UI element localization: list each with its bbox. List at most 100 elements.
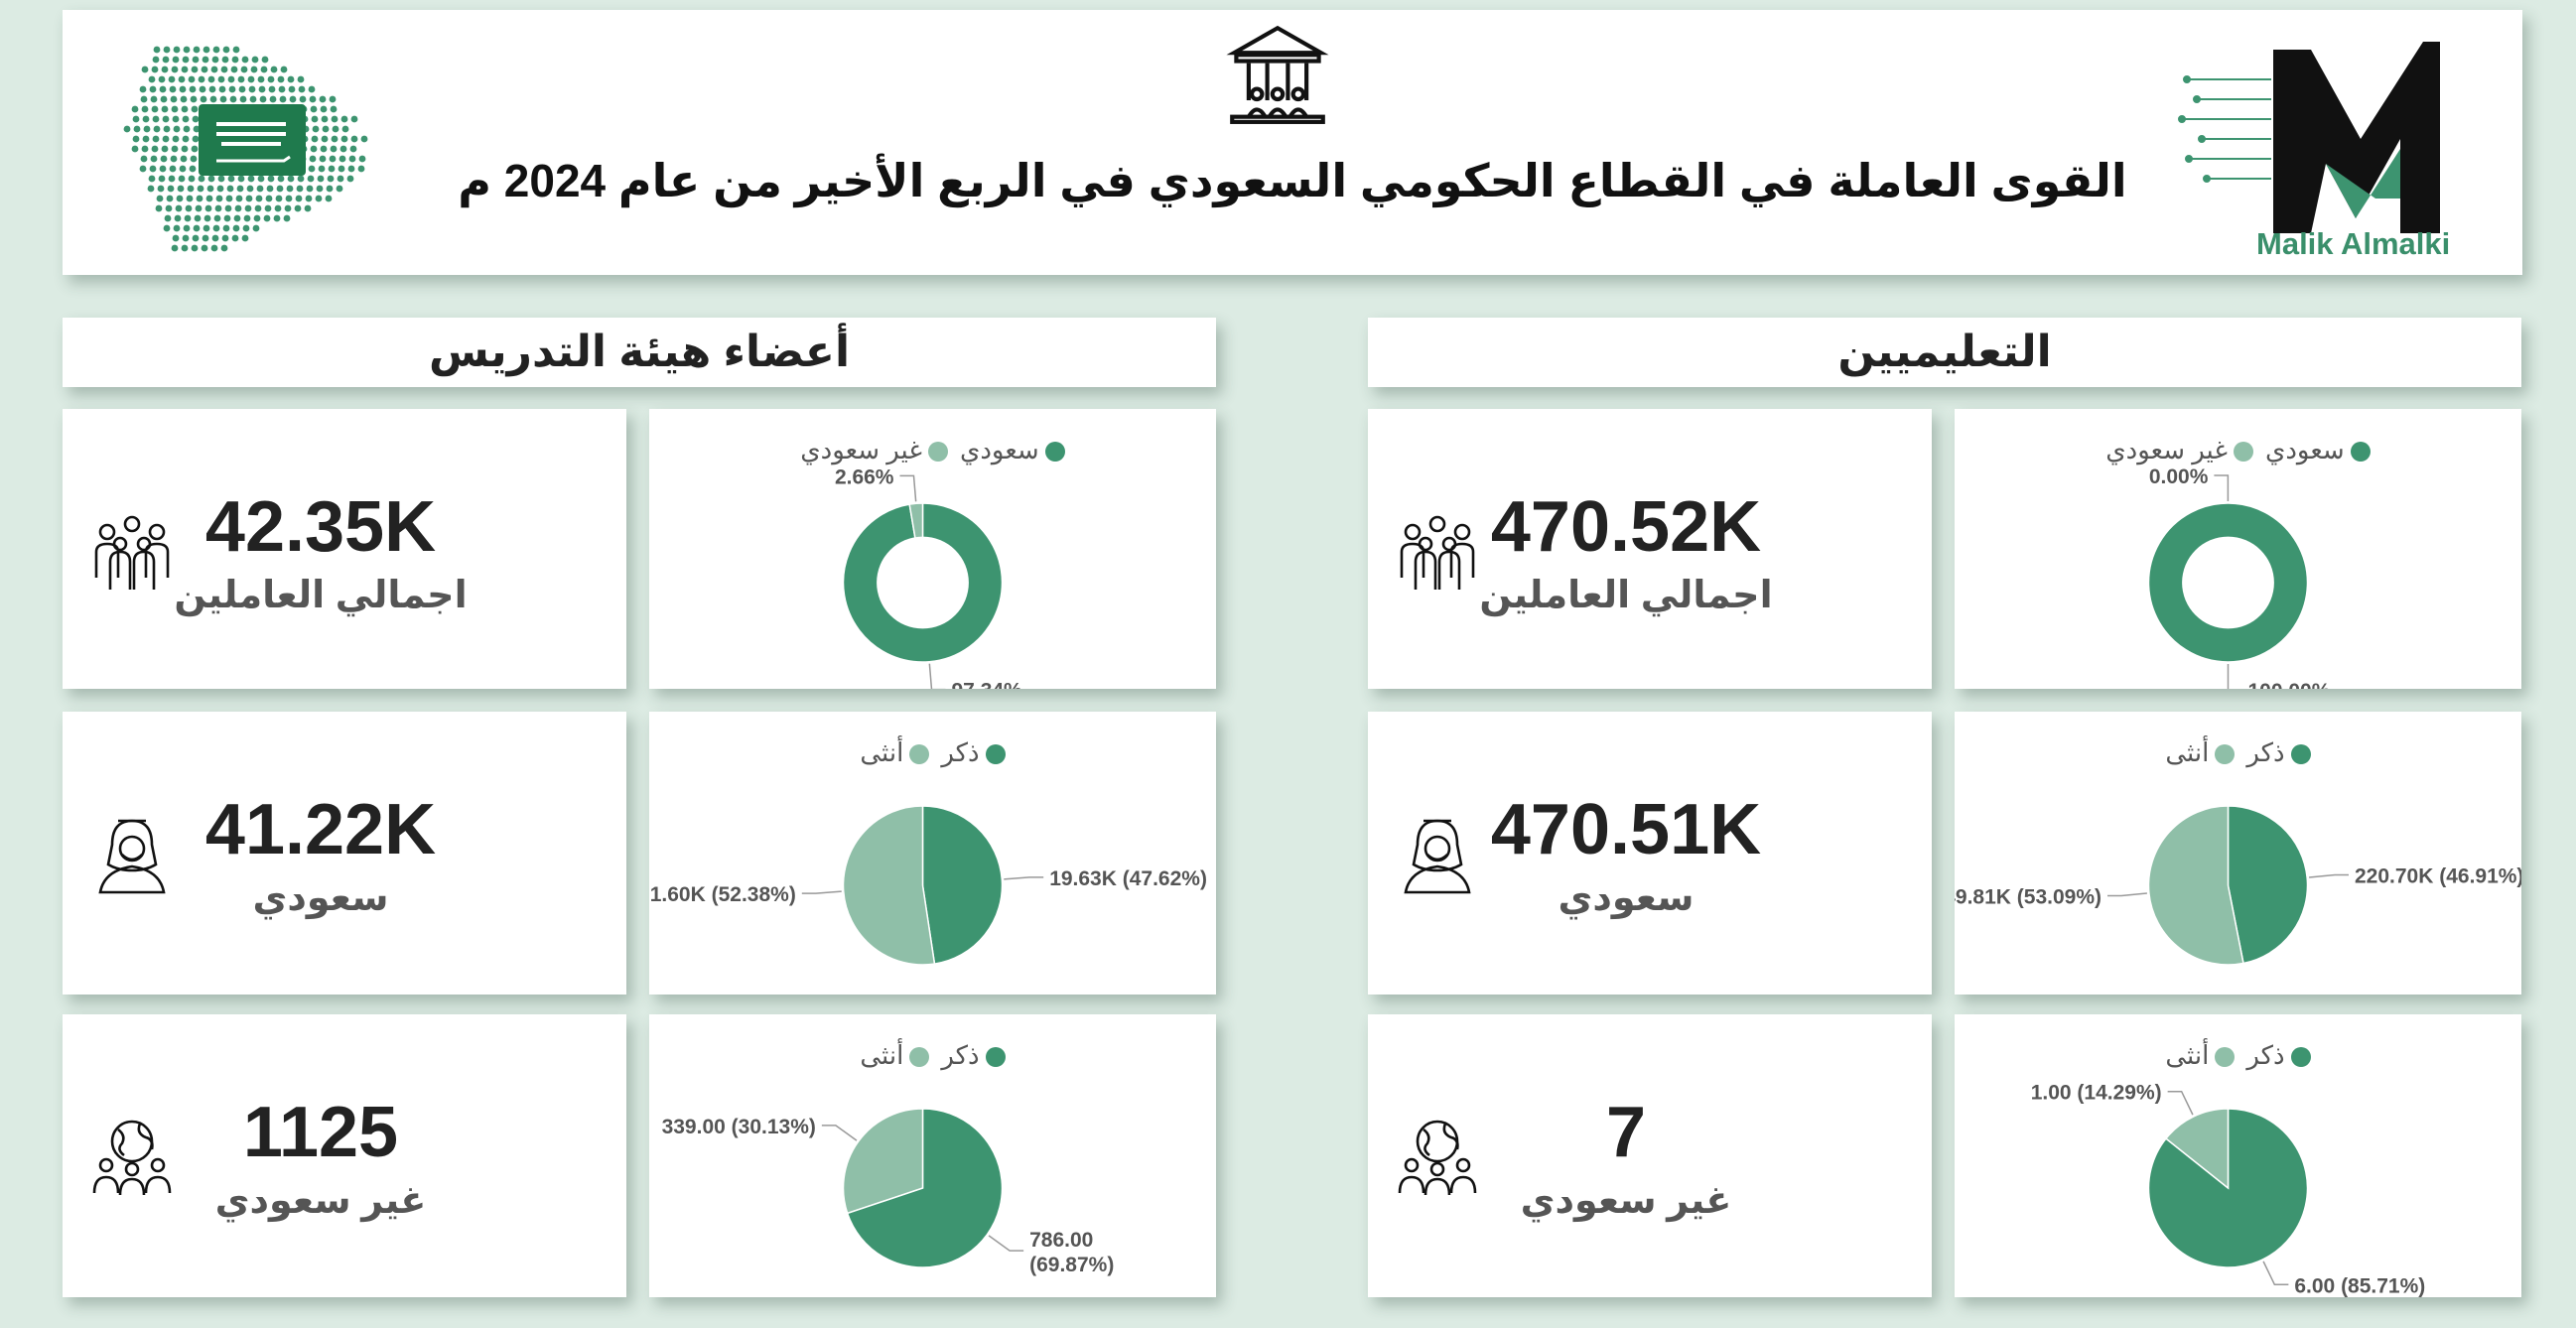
pie-slice[interactable] <box>846 1108 1004 1268</box>
legend-label: سعودي <box>960 435 1039 465</box>
kpi-value: 42.35K <box>204 487 437 567</box>
legend-item[interactable]: ذكر <box>2246 1040 2311 1071</box>
chart-legend: ذكر أنثى <box>1955 1040 2521 1071</box>
leader-line <box>2214 474 2230 502</box>
legend-item[interactable]: أنثى <box>2165 1040 2236 1071</box>
kpi-card-saudi-faculty: 41.22K سعودي <box>63 712 626 995</box>
data-label: 19.63K (47.62%) <box>1049 867 1207 890</box>
pie-slice[interactable] <box>921 805 1004 965</box>
legend-label: ذكر <box>2246 1040 2285 1070</box>
pie-chart: 100.00% 0.00% <box>2147 465 2331 689</box>
chart-card-faculty-nationality: سعودي غير سعودي 97.34% 2.66% <box>649 409 1216 689</box>
data-label: 220.70K (46.91%) <box>2355 865 2521 888</box>
legend-item[interactable]: ذكر <box>2246 737 2311 768</box>
pie-slice[interactable] <box>2227 805 2309 965</box>
leader-line <box>2262 1261 2289 1286</box>
data-label: 339.00 (30.13%) <box>662 1116 816 1138</box>
logo-text: Malik Almalki <box>2256 226 2451 261</box>
kpi-label: غير سعودي <box>1520 1180 1732 1222</box>
data-label: 6.00 (85.71%) <box>2294 1274 2425 1297</box>
saudi-man-icon <box>1398 811 1477 894</box>
kpi-card-total-teachers: 470.52K اجمالي العاملين <box>1368 409 1932 689</box>
world-people-icon <box>92 1114 172 1197</box>
leader-line <box>2167 1090 2194 1116</box>
kpi-value: 1125 <box>242 1093 399 1172</box>
kpi-label: سعودي <box>1558 877 1695 919</box>
kpi-value: 41.22K <box>204 790 437 869</box>
legend-item[interactable]: أنثى <box>860 737 930 768</box>
section-title: أعضاء هيئة التدريس <box>428 328 851 376</box>
kpi-label: غير سعودي <box>214 1180 427 1222</box>
legend-swatch <box>1044 442 1065 463</box>
legend-item[interactable]: ذكر <box>941 1040 1006 1071</box>
kpi-card-saudi-teachers: 470.51K سعودي <box>1368 712 1932 995</box>
kpi-label: اجمالي العاملين <box>1479 575 1773 616</box>
data-label: 2.66% <box>835 465 894 488</box>
pie-chart: 786.00 (69.87%) 339.00 (30.13%) <box>662 1108 1114 1276</box>
leader-line <box>928 663 946 689</box>
legend-item[interactable]: أنثى <box>2165 737 2236 768</box>
chart-card-teachers-nonsaudi-gender: ذكر أنثى 6.00 (85.71%) 1.00 (14.29%) <box>1955 1014 2521 1297</box>
legend-swatch <box>909 744 930 765</box>
kpi-card-nonsaudi-teachers: 7 غير سعودي <box>1368 1014 1932 1297</box>
pie-chart: 220.70K (46.91%) 249.81K (53.09%) <box>1955 805 2521 966</box>
chart-legend: ذكر أنثى <box>649 737 1216 768</box>
legend-swatch <box>909 1047 930 1068</box>
section-title-card-left: أعضاء هيئة التدريس <box>63 318 1216 387</box>
section-title: التعليميين <box>1837 328 2052 376</box>
pie-slice[interactable] <box>2147 805 2244 966</box>
kpi-label: اجمالي العاملين <box>174 575 468 616</box>
pie-slice[interactable] <box>842 805 936 966</box>
legend-item[interactable]: غير سعودي <box>2105 435 2253 465</box>
kpi-value: 7 <box>1605 1093 1647 1172</box>
legend-item[interactable]: سعودي <box>2265 435 2371 465</box>
kpi-label: سعودي <box>252 877 389 919</box>
leader-line <box>801 890 842 894</box>
legend-label: غير سعودي <box>2105 435 2228 465</box>
legend-swatch <box>2234 442 2253 463</box>
legend-swatch <box>985 1047 1006 1068</box>
chart-card-faculty-nonsaudi-gender: ذكر أنثى 786.00 (69.87%) 339.00 (30.13%) <box>649 1014 1216 1297</box>
legend-swatch <box>985 744 1006 765</box>
pie-chart: 6.00 (85.71%) 1.00 (14.29%) <box>2031 1082 2426 1297</box>
world-people-icon <box>1398 1114 1477 1197</box>
chart-legend: ذكر أنثى <box>1955 737 2521 768</box>
legend-swatch <box>2215 744 2236 765</box>
data-label: 21.60K (52.38%) <box>649 883 796 906</box>
legend-label: ذكر <box>941 737 980 767</box>
pie-slice[interactable] <box>2164 1108 2230 1190</box>
leader-line <box>1004 876 1044 880</box>
legend-label: أنثى <box>2165 737 2210 767</box>
legend-label: أنثى <box>860 1040 904 1070</box>
legend-item[interactable]: سعودي <box>960 435 1065 465</box>
leader-line <box>2227 664 2230 689</box>
legend-item[interactable]: أنثى <box>860 1040 930 1071</box>
legend-swatch <box>2290 1047 2311 1068</box>
legend-label: ذكر <box>2246 737 2285 767</box>
donut-hole <box>877 536 969 629</box>
legend-label: غير سعودي <box>800 435 922 465</box>
pie-chart: 19.63K (47.62%) 21.60K (52.38%) <box>649 805 1207 966</box>
legend-item[interactable]: ذكر <box>941 737 1006 768</box>
legend-label: أنثى <box>860 737 904 767</box>
m-monogram-logo-icon <box>2178 42 2440 233</box>
legend-item[interactable]: غير سعودي <box>800 435 948 465</box>
chart-card-teachers-saudi-gender: ذكر أنثى 220.70K (46.91%) 249.81K (53.09%) <box>1955 712 2521 995</box>
chart-card-teachers-nationality: سعودي غير سعودي 100.00% 0.00% <box>1955 409 2521 689</box>
chart-legend: ذكر أنثى <box>649 1040 1216 1071</box>
leader-line <box>899 474 917 502</box>
data-label: 97.34% <box>952 680 1023 689</box>
legend-label: سعودي <box>2265 435 2345 465</box>
section-title-card-right: التعليميين <box>1368 318 2521 387</box>
pie-slice[interactable] <box>842 1108 924 1215</box>
pie-chart: 97.34% 2.66% <box>835 465 1023 689</box>
group-people-icon <box>92 508 172 592</box>
data-label: 1.00 (14.29%) <box>2031 1082 2162 1105</box>
leader-line <box>821 1125 858 1141</box>
kpi-card-nonsaudi-faculty: 1125 غير سعودي <box>63 1014 626 1297</box>
header-card: القوى العاملة في القطاع الحكومي السعودي … <box>63 10 2522 275</box>
leader-line <box>2309 873 2349 878</box>
chart-legend: سعودي غير سعودي <box>1955 435 2521 465</box>
chart-card-faculty-saudi-gender: ذكر أنثى 19.63K (47.62%) 21.60K (52.38%) <box>649 712 1216 995</box>
legend-swatch <box>928 442 948 463</box>
